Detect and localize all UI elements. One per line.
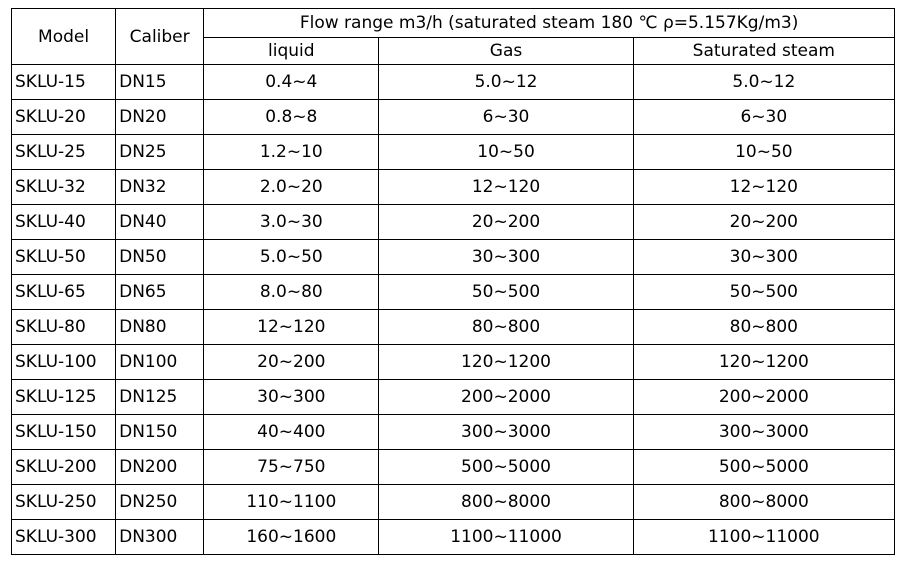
cell-liquid: 3.0~30 bbox=[203, 204, 380, 240]
cell-model: SKLU-100 bbox=[10, 344, 117, 380]
cell-caliber: DN15 bbox=[115, 64, 205, 100]
cell-model: SKLU-15 bbox=[10, 64, 117, 100]
cell-gas: 12~120 bbox=[378, 169, 634, 205]
cell-liquid: 75~750 bbox=[203, 449, 380, 485]
cell-caliber: DN65 bbox=[115, 274, 205, 310]
table-row: SKLU-32 DN32 2.0~20 12~120 12~120 bbox=[10, 169, 896, 205]
cell-liquid: 0.8~8 bbox=[203, 99, 380, 135]
cell-model: SKLU-32 bbox=[10, 169, 117, 205]
cell-gas: 20~200 bbox=[378, 204, 634, 240]
cell-caliber: DN20 bbox=[115, 99, 205, 135]
cell-saturated-steam: 12~120 bbox=[632, 169, 896, 205]
cell-liquid: 8.0~80 bbox=[203, 274, 380, 310]
cell-liquid: 30~300 bbox=[203, 379, 380, 415]
table-row: SKLU-150 DN150 40~400 300~3000 300~3000 bbox=[10, 414, 896, 450]
cell-model: SKLU-125 bbox=[10, 379, 117, 415]
header-row-top: Model Caliber Flow range m3/h (saturated… bbox=[10, 8, 895, 65]
table-row: SKLU-20 DN20 0.8~8 6~30 6~30 bbox=[10, 99, 896, 135]
cell-liquid: 40~400 bbox=[203, 414, 380, 450]
table-row: SKLU-25 DN25 1.2~10 10~50 10~50 bbox=[10, 134, 896, 170]
cell-caliber: DN100 bbox=[115, 344, 205, 380]
cell-saturated-steam: 200~2000 bbox=[632, 379, 896, 415]
cell-liquid: 12~120 bbox=[203, 309, 380, 345]
cell-caliber: DN40 bbox=[115, 204, 205, 240]
cell-liquid: 1.2~10 bbox=[203, 134, 380, 170]
cell-liquid: 20~200 bbox=[203, 344, 380, 380]
cell-caliber: DN32 bbox=[115, 169, 205, 205]
cell-caliber: DN250 bbox=[115, 484, 205, 520]
cell-saturated-steam: 500~5000 bbox=[632, 449, 896, 485]
cell-saturated-steam: 10~50 bbox=[632, 134, 896, 170]
header-saturated-steam: Saturated steam bbox=[632, 37, 896, 65]
cell-caliber: DN300 bbox=[115, 519, 205, 555]
cell-liquid: 2.0~20 bbox=[203, 169, 380, 205]
cell-model: SKLU-300 bbox=[10, 519, 117, 555]
table-row: SKLU-250 DN250 110~1100 800~8000 800~8000 bbox=[10, 484, 896, 520]
cell-saturated-steam: 80~800 bbox=[632, 309, 896, 345]
cell-model: SKLU-40 bbox=[10, 204, 117, 240]
cell-gas: 30~300 bbox=[378, 239, 634, 275]
cell-gas: 10~50 bbox=[378, 134, 634, 170]
cell-gas: 50~500 bbox=[378, 274, 634, 310]
cell-model: SKLU-250 bbox=[10, 484, 117, 520]
cell-saturated-steam: 300~3000 bbox=[632, 414, 896, 450]
cell-gas: 200~2000 bbox=[378, 379, 634, 415]
table-header: Model Caliber Flow range m3/h (saturated… bbox=[10, 8, 896, 65]
cell-saturated-steam: 1100~11000 bbox=[632, 519, 896, 555]
cell-saturated-steam: 120~1200 bbox=[632, 344, 896, 380]
cell-saturated-steam: 5.0~12 bbox=[632, 64, 896, 100]
header-caliber: Caliber bbox=[115, 8, 205, 65]
header-gas: Gas bbox=[378, 37, 634, 65]
table-body: SKLU-15 DN15 0.4~4 5.0~12 5.0~12 SKLU-20 DN20 0… bbox=[10, 64, 896, 555]
table-row: SKLU-200 DN200 75~750 500~5000 500~5000 bbox=[10, 449, 896, 485]
cell-gas: 6~30 bbox=[378, 99, 634, 135]
cell-model: SKLU-65 bbox=[10, 274, 117, 310]
cell-saturated-steam: 50~500 bbox=[632, 274, 896, 310]
header-flow-range: Flow range m3/h (saturated steam 180 ℃ ρ… bbox=[203, 8, 895, 38]
flow-range-table: Model Caliber Flow range m3/h (saturated… bbox=[10, 8, 896, 555]
cell-model: SKLU-25 bbox=[10, 134, 117, 170]
table-row: SKLU-125 DN125 30~300 200~2000 200~2000 bbox=[10, 379, 896, 415]
cell-gas: 300~3000 bbox=[378, 414, 634, 450]
cell-caliber: DN80 bbox=[115, 309, 205, 345]
cell-saturated-steam: 20~200 bbox=[632, 204, 896, 240]
cell-caliber: DN125 bbox=[115, 379, 205, 415]
cell-liquid: 5.0~50 bbox=[203, 239, 380, 275]
header-row-sub: liquid Gas Saturated steam bbox=[12, 37, 896, 65]
cell-caliber: DN150 bbox=[115, 414, 205, 450]
cell-gas: 1100~11000 bbox=[378, 519, 634, 555]
cell-saturated-steam: 800~8000 bbox=[632, 484, 896, 520]
cell-gas: 500~5000 bbox=[378, 449, 634, 485]
table-row: SKLU-15 DN15 0.4~4 5.0~12 5.0~12 bbox=[10, 64, 896, 100]
table-row: SKLU-40 DN40 3.0~30 20~200 20~200 bbox=[10, 204, 896, 240]
cell-caliber: DN50 bbox=[115, 239, 205, 275]
cell-model: SKLU-200 bbox=[10, 449, 117, 485]
cell-gas: 120~1200 bbox=[378, 344, 634, 380]
table-row: SKLU-100 DN100 20~200 120~1200 120~1200 bbox=[10, 344, 896, 380]
cell-gas: 5.0~12 bbox=[378, 64, 634, 100]
cell-gas: 80~800 bbox=[378, 309, 634, 345]
cell-liquid: 160~1600 bbox=[203, 519, 380, 555]
table-row: SKLU-50 DN50 5.0~50 30~300 30~300 bbox=[10, 239, 896, 275]
header-liquid: liquid bbox=[203, 37, 380, 65]
cell-liquid: 110~1100 bbox=[203, 484, 380, 520]
cell-model: SKLU-80 bbox=[10, 309, 117, 345]
cell-model: SKLU-50 bbox=[10, 239, 117, 275]
cell-caliber: DN25 bbox=[115, 134, 205, 170]
header-model: Model bbox=[10, 8, 117, 65]
spec-table-container: Model Caliber Flow range m3/h (saturated… bbox=[10, 8, 896, 555]
table-row: SKLU-65 DN65 8.0~80 50~500 50~500 bbox=[10, 274, 896, 310]
cell-saturated-steam: 6~30 bbox=[632, 99, 896, 135]
table-row: SKLU-80 DN80 12~120 80~800 80~800 bbox=[10, 309, 896, 345]
cell-model: SKLU-150 bbox=[10, 414, 117, 450]
cell-caliber: DN200 bbox=[115, 449, 205, 485]
cell-model: SKLU-20 bbox=[10, 99, 117, 135]
table-row: SKLU-300 DN300 160~1600 1100~11000 1100~1100… bbox=[10, 519, 896, 555]
cell-saturated-steam: 30~300 bbox=[632, 239, 896, 275]
cell-liquid: 0.4~4 bbox=[203, 64, 380, 100]
cell-gas: 800~8000 bbox=[378, 484, 634, 520]
